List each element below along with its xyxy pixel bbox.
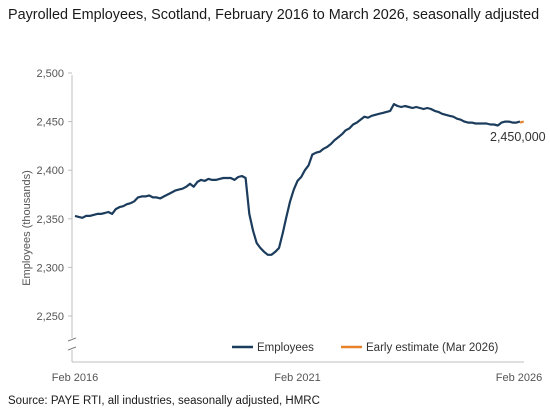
y-tick-label: 2,300 <box>36 262 64 274</box>
legend-label-early-estimate: Early estimate (Mar 2026) <box>366 342 498 354</box>
series-line-employees <box>74 103 521 256</box>
x-tick-label: Feb 2016 <box>52 372 98 384</box>
y-tick-label: 2,350 <box>36 214 64 226</box>
y-tick-label: 2,400 <box>36 165 64 177</box>
series-line-early-estimate <box>519 120 524 124</box>
legend: Employees Early estimate (Mar 2026) <box>232 342 498 354</box>
annotation-label: 2,450,000 <box>490 130 546 144</box>
y-axis-label: Employees (thousands) <box>21 170 33 286</box>
legend-label-employees: Employees <box>257 342 314 354</box>
chart-title: Payrolled Employees, Scotland, February … <box>8 7 540 23</box>
source-note: Source: PAYE RTI, all industries, season… <box>8 395 320 407</box>
x-tick-label: Feb 2021 <box>274 372 320 384</box>
y-tick-label: 2,250 <box>36 311 64 323</box>
y-tick-label: 2,450 <box>36 117 64 129</box>
axis-break-mark <box>67 337 77 351</box>
y-tick-labels: 2,500 2,450 2,400 2,350 2,300 2,250 <box>36 68 72 323</box>
y-tick-label: 2,500 <box>36 68 64 80</box>
x-tick-labels: Feb 2016 Feb 2021 Feb 2026 <box>52 372 542 384</box>
x-tick-label: Feb 2026 <box>496 372 542 384</box>
